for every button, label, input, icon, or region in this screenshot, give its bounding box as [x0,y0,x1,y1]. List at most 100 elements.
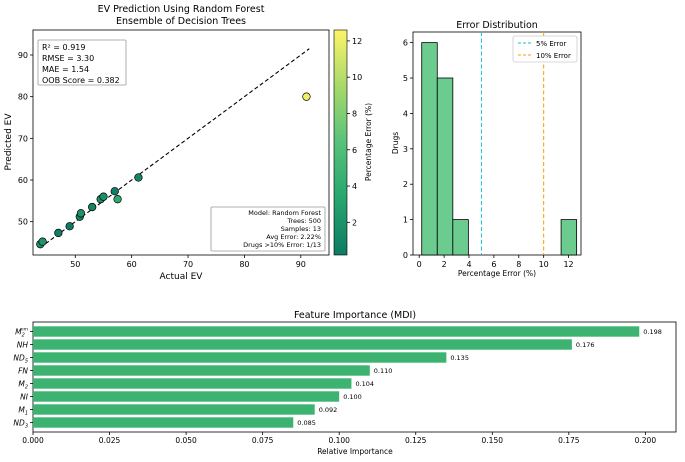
histogram-y-label: Drugs [391,132,400,154]
scatter-y-tick-label: 70 [18,134,28,143]
importance-bar [33,326,640,337]
importance-value-label: 0.104 [355,380,374,388]
histogram-x-tick-label: 12 [563,260,573,269]
feature-label: FN [18,367,28,376]
histogram-title: Error Distribution [456,20,538,31]
histogram-x-tick-label: 2 [442,260,447,269]
stat-r2: R² = 0.919 [42,43,85,52]
histogram-bar [560,219,578,256]
colorbar-tick-label: 12 [352,37,362,46]
scatter-x-tick-label: 50 [70,260,80,269]
feature-label-superscript: nm [21,328,29,333]
feature-label-subscript: 1 [25,411,28,417]
histogram-y-tick-label: 1 [403,216,408,225]
threshold-lines [480,32,545,255]
feature-label-base: ND [13,419,25,428]
stat-rmse: RMSE = 3.30 [42,54,94,63]
scatter-panel: EV Prediction Using Random Forest Ensemb… [4,4,373,282]
histogram-y-tick-label: 4 [403,109,408,118]
histogram-y-tick-label: 6 [403,39,408,48]
feature-label-subscript: 5 [25,359,28,365]
colorbar-tick-label: 10 [352,73,362,82]
colorbar: 2 4 6 8 10 12 Percentage Error (%) [333,29,373,256]
scatter-axes: 50 60 70 80 90 50 60 70 80 90 [18,51,306,269]
info-high-error: Drugs >10% Error: 1/13 [243,241,321,249]
scatter-point [38,237,47,246]
importance-bar [33,339,572,350]
scatter-point [88,202,97,212]
feature-label: NH [17,341,29,350]
feature-label-subscript: 2 [25,385,28,391]
scatter-y-tick-label: 80 [18,93,28,102]
histogram-bar [436,77,454,256]
histogram-x-tick-label: 6 [491,260,496,269]
scatter-plot-area [32,29,330,256]
importance-x-tick-label: 0.175 [558,436,580,445]
importance-value-label: 0.092 [319,406,338,414]
info-avg-error: Avg Error: 2.22% [266,233,321,241]
stat-oob: OOB Score = 0.382 [42,76,120,85]
importance-value-label: 0.085 [297,419,316,427]
colorbar-tick-label: 4 [352,182,357,191]
scatter-x-label: Actual EV [160,272,204,282]
histogram-bar [452,219,469,256]
feature-label: ND5 [13,354,28,365]
feature-label: M2nm [15,328,29,339]
importance-value-label: 0.176 [576,341,595,349]
importance-title: Feature Importance (MDI) [294,310,416,321]
colorbar-tick-label: 2 [352,218,357,227]
importance-x-tick-label: 0.050 [175,436,197,445]
importance-value-label: 0.135 [450,354,469,362]
scatter-point [99,192,108,201]
scatter-subtitle: Ensemble of Decision Trees [116,16,246,27]
histogram-legend: 5% Error 10% Error [512,35,578,63]
importance-x-label: Relative Importance [317,447,393,456]
importance-x-tick-label: 0.125 [405,436,427,445]
importance-x-tick-label: 0.100 [328,436,350,445]
scatter-point [76,209,86,218]
importance-panel: Feature Importance (MDI) 0.000 0.025 0.050… [13,310,677,456]
histogram-x-tick-label: 4 [466,260,471,269]
scatter-x-tick-label: 80 [239,260,249,269]
histogram-plot-area [412,31,582,256]
importance-bar [33,378,352,389]
info-model: Model: Random Forest [248,209,321,217]
colorbar-tick-label: 6 [352,146,357,155]
importance-value-label: 0.110 [374,367,393,375]
colorbar-ticks: 2 4 6 8 10 12 [347,37,362,227]
importance-x-tick-label: 0.075 [252,436,274,445]
legend-label-5pct: 5% Error [536,40,567,48]
info-trees: Trees: 500 [286,217,321,225]
stat-mae: MAE = 1.54 [42,65,89,74]
scatter-point [65,222,74,231]
feature-label: M1 [18,406,28,417]
scatter-y-label: Predicted EV [4,113,14,171]
scatter-x-tick-label: 70 [183,260,193,269]
colorbar-gradient [333,29,348,256]
importance-axes: 0.000 0.025 0.050 0.075 0.100 0.125 0.150 0.175… [22,432,656,445]
importance-bar [33,417,294,428]
histogram-y-tick-label: 0 [403,251,408,260]
feature-label-base: ND [13,354,25,363]
importance-x-tick-label: 0.150 [482,436,504,445]
feature-label-base: M [18,406,25,415]
histogram-y-tick-label: 5 [403,74,408,83]
importance-x-tick-label: 0.000 [22,436,44,445]
histogram-x-tick-label: 0 [417,260,422,269]
importance-x-tick-label: 0.200 [635,436,657,445]
feature-label-base: NI [20,393,29,402]
importance-plot-area [32,321,677,433]
scatter-x-tick-label: 90 [296,260,306,269]
stats-box: R² = 0.919 RMSE = 3.30 MAE = 1.54 OOB Sc… [37,39,127,86]
scatter-y-tick-label: 90 [18,51,28,60]
importance-bar [33,391,340,402]
scatter-y-tick-label: 50 [18,218,28,227]
feature-label: M2 [18,380,28,391]
scatter-x-tick-label: 60 [127,260,137,269]
feature-label-subscript: 3 [25,424,28,430]
model-info-box: Model: Random Forest Trees: 500 Samples:… [210,206,326,252]
scatter-title: EV Prediction Using Random Forest [98,4,265,15]
feature-label-base: NH [17,341,29,350]
histogram-x-label: Percentage Error (%) [458,269,536,278]
